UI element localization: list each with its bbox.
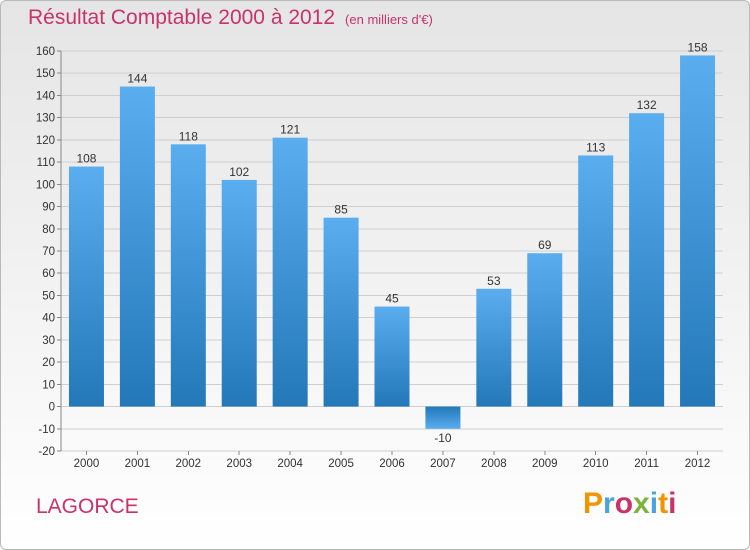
y-tick-label: 10 (42, 379, 55, 391)
y-tick-label: 160 (36, 46, 55, 58)
x-tick-label: 2005 (328, 458, 354, 470)
bar (680, 55, 716, 407)
data-label: 45 (385, 292, 399, 306)
x-tick-label: 2010 (583, 458, 609, 470)
y-tick-label: 150 (36, 68, 55, 80)
bars (68, 55, 716, 429)
bar (68, 166, 104, 407)
x-tick-label: 2009 (532, 458, 558, 470)
data-label: 108 (76, 152, 96, 166)
bar (527, 253, 563, 407)
logo-letter: t (658, 487, 669, 520)
y-tick-label: 70 (42, 246, 55, 258)
data-label: 118 (179, 129, 198, 143)
data-label: 85 (334, 203, 348, 217)
logo-letter: i (649, 487, 659, 520)
y-tick-label: 40 (42, 313, 55, 325)
bar (272, 137, 308, 407)
x-tick-label: 2007 (430, 458, 456, 470)
bar (221, 179, 257, 407)
bar (578, 155, 614, 407)
y-tick-label: 140 (36, 90, 55, 102)
bar (323, 217, 359, 407)
bar (119, 86, 155, 407)
y-tick-label: 20 (42, 357, 55, 369)
x-tick-label: 2011 (634, 458, 659, 470)
logo-letter: x (633, 487, 650, 520)
data-label: -10 (434, 431, 452, 445)
y-tick-label: 90 (42, 202, 55, 214)
x-tick-label: 2003 (226, 458, 252, 470)
x-tick-label: 2004 (277, 458, 303, 470)
data-label: 132 (637, 98, 657, 112)
x-tick-label: 2002 (176, 458, 202, 470)
data-label: 144 (127, 72, 147, 86)
y-tick-label: 100 (36, 179, 55, 191)
y-axis: -20 -10 0 10 20 30 40 50 60 70 80 90 100 110 120 130 140… (36, 46, 62, 458)
y-tick-label: 0 (49, 402, 55, 414)
title-row: Résultat Comptable 2000 à 2012 (en millie… (28, 6, 433, 30)
data-label: 158 (688, 40, 708, 54)
logo-letter: o (614, 487, 634, 520)
data-labels: 108 144 118 102 121 85 45 -10 53 69 113 132 158 (76, 40, 707, 444)
logo-letter: r (603, 487, 615, 520)
data-label: 69 (538, 238, 552, 252)
x-tick-label: 2001 (125, 458, 151, 470)
y-tick-label: 110 (37, 157, 55, 169)
x-tick-label: 2012 (685, 458, 711, 470)
chart-title: Résultat Comptable 2000 à 2012 (28, 6, 336, 29)
y-tick-label: -10 (38, 424, 55, 436)
data-label: 102 (229, 165, 249, 179)
data-label: 121 (280, 123, 300, 137)
bar (476, 288, 512, 407)
bar (425, 406, 461, 429)
y-tick-label: 120 (36, 135, 55, 147)
y-tick-label: 50 (42, 290, 55, 302)
bar (170, 144, 206, 407)
y-tick-label: 30 (42, 335, 55, 347)
y-tick-label: 60 (42, 268, 55, 280)
commune-name: LAGORCE (36, 495, 139, 518)
chart-unit: (en milliers d'€) (345, 12, 433, 27)
y-tick-label: 130 (36, 113, 55, 125)
bar (629, 113, 665, 407)
logo-letter: i (668, 487, 677, 520)
x-tick-label: 2008 (481, 458, 507, 470)
data-label: 53 (487, 274, 501, 288)
logo-letter: P (583, 487, 604, 520)
x-tick-label: 2006 (379, 458, 405, 470)
x-axis: 2000 2001 2002 2003 2004 2005 2006 2007 2008 2009… (74, 451, 711, 470)
proxiti-logo: Proxiti (583, 487, 676, 521)
y-tick-label: 80 (42, 224, 55, 236)
bar (374, 306, 410, 407)
y-tick-label: -20 (38, 446, 55, 458)
data-label: 113 (586, 140, 605, 154)
x-tick-label: 2000 (74, 458, 100, 470)
